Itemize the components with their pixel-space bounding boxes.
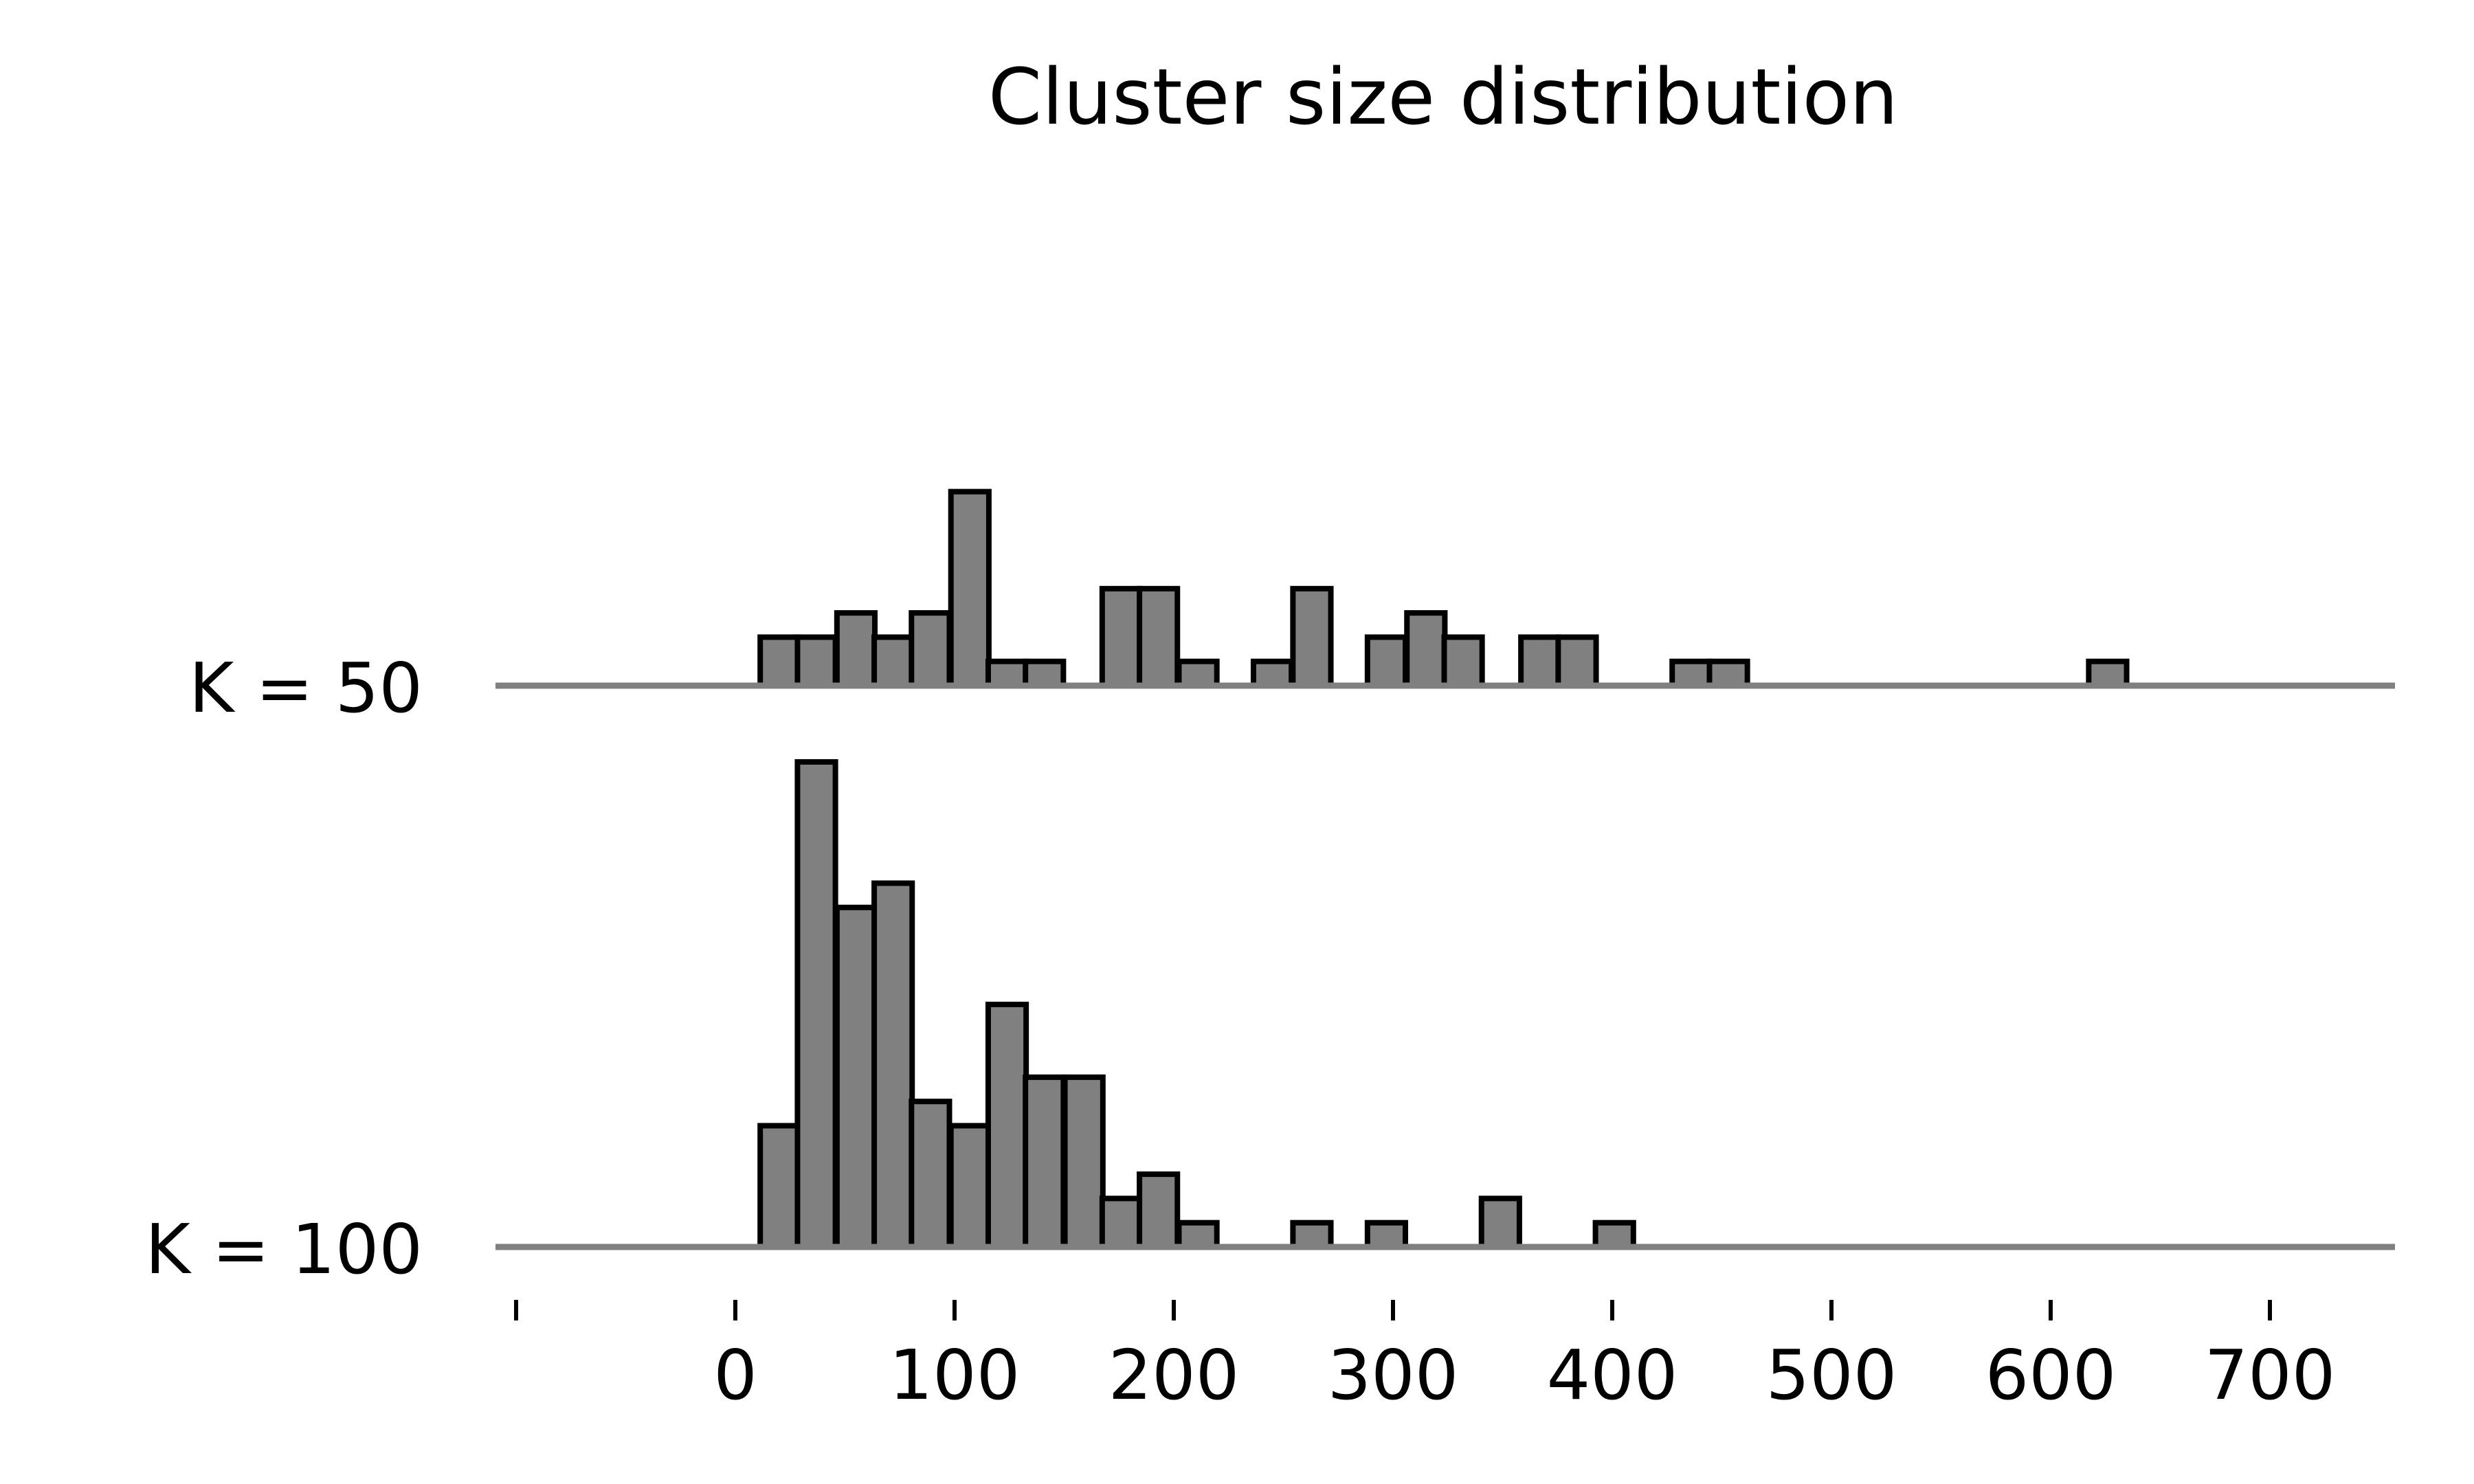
- histogram-bar: [1364, 1219, 1409, 1250]
- histogram-bar: [834, 610, 878, 688]
- histogram-bar: [1555, 634, 1599, 689]
- histogram-bar: [2086, 658, 2130, 689]
- histogram-bar: [1250, 658, 1295, 689]
- histogram-bar: [1176, 658, 1220, 689]
- x-tick-label: 200: [1108, 1335, 1240, 1415]
- histogram-rows: K = 50 K = 100: [145, 488, 2395, 1290]
- histogram-bar: [757, 1123, 801, 1250]
- histogram-bar: [1364, 634, 1409, 689]
- histogram-bar: [909, 1099, 952, 1250]
- histogram-bar: [1706, 658, 1750, 689]
- histogram-bar: [948, 488, 992, 688]
- histogram-bar: [909, 610, 952, 688]
- row-label: K = 50: [189, 648, 423, 728]
- histogram-bar: [1404, 610, 1448, 688]
- histogram-bar: [1023, 658, 1067, 689]
- histogram-bar: [1137, 1171, 1181, 1250]
- x-tick-label: 100: [889, 1335, 1021, 1415]
- histogram-bar: [1137, 585, 1181, 688]
- x-tick-label: 500: [1766, 1335, 1897, 1415]
- row-label: K = 100: [145, 1209, 423, 1290]
- histogram-bar: [834, 904, 878, 1250]
- histogram-bar: [948, 1123, 992, 1250]
- x-tick-label: 400: [1547, 1335, 1678, 1415]
- histogram-bar: [1290, 585, 1334, 688]
- histogram-bar: [794, 759, 838, 1250]
- chart-title: Cluster size distribution: [988, 53, 1898, 142]
- x-tick-label: 700: [2205, 1335, 2336, 1415]
- histogram-bar: [1062, 1074, 1106, 1250]
- histogram-bar: [1290, 1219, 1334, 1250]
- histogram-bar: [1176, 1219, 1220, 1250]
- x-tick-label: 300: [1328, 1335, 1459, 1415]
- histogram-bar: [1099, 585, 1144, 688]
- histogram-bar: [1669, 658, 1713, 689]
- histogram-bar: [985, 658, 1029, 689]
- x-axis: 0 100 200 300 400 500 600 700: [514, 1300, 2336, 1415]
- histogram-bar: [871, 634, 915, 689]
- histogram-bar: [1592, 1219, 1636, 1250]
- histogram-bar: [1099, 1195, 1144, 1250]
- x-tick-label: 0: [713, 1335, 757, 1415]
- histogram-bar: [871, 880, 915, 1250]
- histogram-bar: [1441, 634, 1485, 689]
- histogram-bar: [794, 634, 838, 689]
- x-tick-label: 600: [1985, 1335, 2117, 1415]
- series-row-1: K = 100: [145, 759, 2395, 1290]
- histogram-bar: [1023, 1074, 1067, 1250]
- histogram-bar: [1478, 1195, 1522, 1250]
- histogram-bar: [1518, 634, 1562, 689]
- series-row-0: K = 50: [189, 488, 2395, 728]
- histogram-bar: [985, 1002, 1029, 1250]
- histogram-bar: [757, 634, 801, 689]
